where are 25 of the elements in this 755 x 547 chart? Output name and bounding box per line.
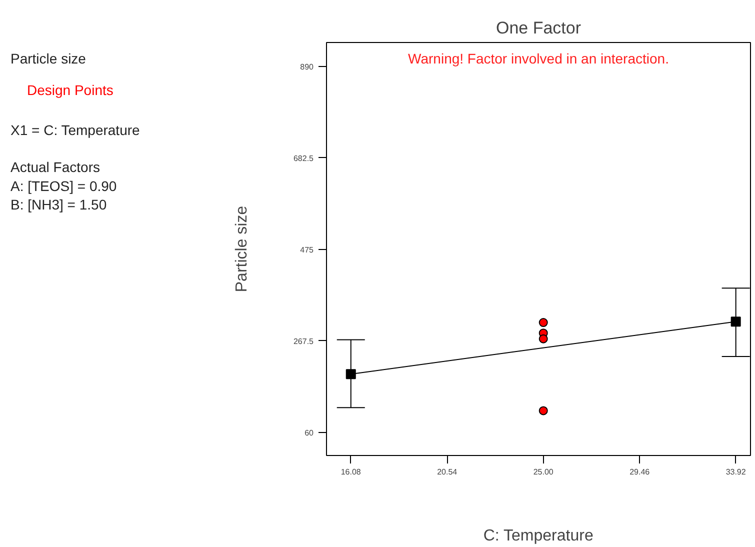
x-axis-title: C: Temperature [483, 528, 594, 544]
y-tick-label: 267.5 [293, 336, 314, 346]
point [538, 334, 548, 344]
x-tick-label: 20.54 [437, 468, 458, 476]
y-tick-label: 682.5 [293, 154, 314, 163]
text: B: [NH3] = 1.50 [10, 196, 107, 213]
y-tick-label: 60 [304, 428, 314, 438]
x-tick-label: 25.00 [533, 468, 554, 476]
text: Design Points [27, 82, 114, 98]
text: X1 = C: Temperature [10, 122, 140, 138]
y-axis-title: Particle size [233, 206, 250, 292]
point [538, 406, 548, 416]
annotation: Warning! Factor involved in an interaction. [408, 50, 669, 66]
y-tick-label: 475 [300, 245, 314, 254]
text: A: [TEOS] = 0.90 [10, 178, 117, 194]
point [346, 369, 356, 380]
y-tick-label: 890 [300, 62, 314, 72]
x-tick-label: 16.08 [340, 468, 362, 476]
x-tick-label: 29.46 [630, 468, 650, 476]
point [538, 318, 548, 327]
text: Particle size [10, 50, 86, 66]
text: Actual Factors [10, 158, 100, 175]
point [730, 316, 741, 327]
x-tick-label: 33.92 [726, 468, 746, 476]
chart-title: One Factor [496, 18, 582, 38]
